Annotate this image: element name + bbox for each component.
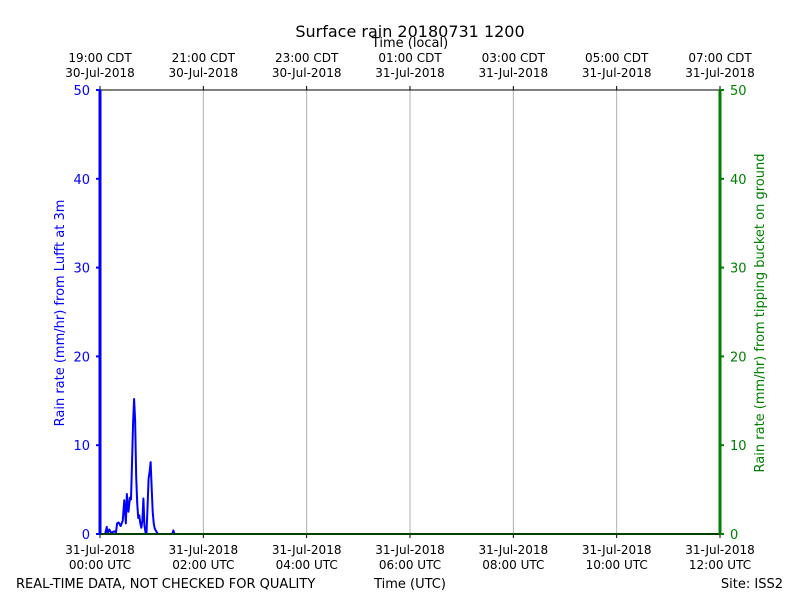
top-tick-label-time: 19:00 CDT <box>68 51 132 65</box>
bottom-tick-label-time: 10:00 UTC <box>586 558 648 572</box>
right-tick-label: 0 <box>730 528 738 543</box>
site-label: Site: ISS2 <box>721 577 783 592</box>
top-tick-label-time: 21:00 CDT <box>172 51 236 65</box>
top-tick-label-time: 05:00 CDT <box>585 51 649 65</box>
bottom-tick-label-date: 31-Jul-2018 <box>169 543 239 557</box>
quality-disclaimer: REAL-TIME DATA, NOT CHECKED FOR QUALITY <box>16 577 315 592</box>
bottom-axis-label: Time (UTC) <box>373 577 446 592</box>
right-axis-ticks: 0 10 20 30 40 50 <box>720 84 747 543</box>
left-tick-label: 50 <box>73 84 90 99</box>
top-tick-label-date: 31-Jul-2018 <box>582 66 652 80</box>
top-tick-label-date: 30-Jul-2018 <box>65 66 135 80</box>
left-tick-label: 0 <box>82 528 90 543</box>
bottom-tick-label-time: 06:00 UTC <box>379 558 441 572</box>
bottom-tick-label-date: 31-Jul-2018 <box>479 543 549 557</box>
left-tick-label: 10 <box>73 439 90 454</box>
right-axis-label: Rain rate (mm/hr) from tipping bucket on… <box>753 154 768 473</box>
right-tick-label: 10 <box>730 439 747 454</box>
bottom-tick-label-time: 02:00 UTC <box>172 558 234 572</box>
left-axis-ticks: 0 10 20 30 40 50 <box>73 84 100 543</box>
bottom-tick-label-date: 31-Jul-2018 <box>65 543 135 557</box>
bottom-tick-label-time: 08:00 UTC <box>482 558 544 572</box>
bottom-tick-label-date: 31-Jul-2018 <box>375 543 445 557</box>
top-tick-label-date: 30-Jul-2018 <box>169 66 239 80</box>
right-tick-label: 20 <box>730 350 747 365</box>
left-axis-label: Rain rate (mm/hr) from Lufft at 3m <box>53 200 68 427</box>
bottom-tick-label-time: 00:00 UTC <box>69 558 131 572</box>
left-tick-label: 30 <box>73 262 90 277</box>
left-tick-label: 40 <box>73 173 90 188</box>
top-tick-label-time: 23:00 CDT <box>275 51 339 65</box>
plot-frame <box>98 89 722 535</box>
left-tick-label: 20 <box>73 350 90 365</box>
top-tick-label-time: 07:00 CDT <box>688 51 752 65</box>
vertical-gridlines <box>202 90 618 534</box>
top-tick-label-time: 03:00 CDT <box>482 51 546 65</box>
top-tick-label-date: 31-Jul-2018 <box>685 66 755 80</box>
top-tick-label-date: 31-Jul-2018 <box>375 66 445 80</box>
top-axis-label: Time (local) <box>371 36 448 51</box>
top-tick-label-date: 30-Jul-2018 <box>272 66 342 80</box>
chart-title: Surface rain 20180731 1200 <box>295 22 524 41</box>
bottom-tick-label-date: 31-Jul-2018 <box>582 543 652 557</box>
bottom-tick-label-date: 31-Jul-2018 <box>685 543 755 557</box>
right-tick-label: 50 <box>730 84 747 99</box>
bottom-tick-label-time: 12:00 UTC <box>689 558 751 572</box>
bottom-tick-label-date: 31-Jul-2018 <box>272 543 342 557</box>
top-tick-label-date: 31-Jul-2018 <box>479 66 549 80</box>
top-tick-label-time: 01:00 CDT <box>378 51 442 65</box>
right-tick-label: 40 <box>730 173 747 188</box>
right-tick-label: 30 <box>730 262 747 277</box>
bottom-tick-label-time: 04:00 UTC <box>276 558 338 572</box>
